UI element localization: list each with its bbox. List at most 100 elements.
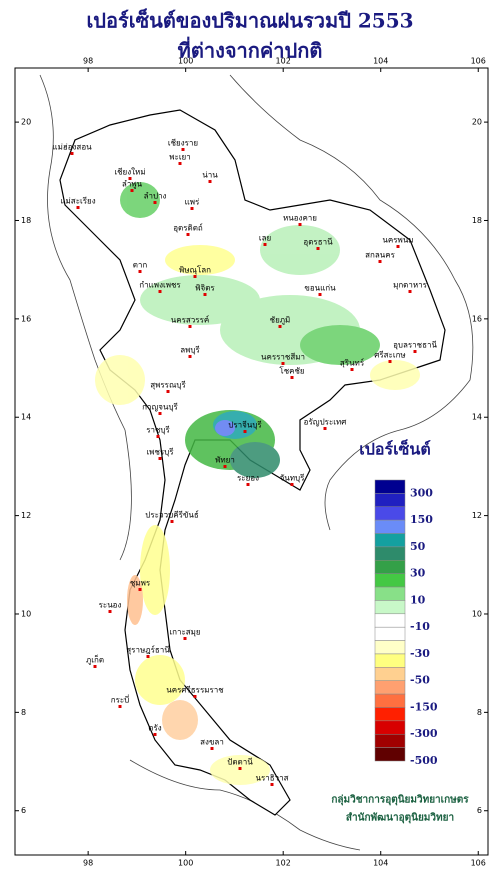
- station-dot: [408, 290, 412, 293]
- y-tick-label: 8: [477, 708, 482, 717]
- station-dot: [246, 483, 250, 486]
- shade-area: [127, 575, 143, 625]
- y-tick-label: 16: [472, 314, 482, 323]
- place-label: พิจิตร: [195, 284, 215, 293]
- station-dot: [138, 270, 142, 273]
- station-dot: [153, 201, 157, 204]
- place-label: แม่ฮ่องสอน: [52, 143, 92, 152]
- shade-area: [140, 525, 170, 615]
- legend-label: 150: [410, 513, 433, 526]
- legend-swatch: [374, 573, 406, 588]
- place-label: นครพนม: [382, 236, 413, 245]
- place-label: ประจวบคีรีขันธ์: [145, 510, 199, 520]
- place-label: พัทยา: [215, 456, 235, 465]
- station-dot: [193, 695, 197, 698]
- place-label: กำแพงเพชร: [139, 281, 181, 290]
- legend-swatch: [374, 586, 406, 601]
- station-dot: [270, 783, 274, 786]
- legend-swatch: [374, 653, 406, 668]
- place-label: เลย: [259, 234, 271, 243]
- station-dot: [158, 412, 162, 415]
- legend-swatch: [374, 640, 406, 655]
- station-dot: [158, 290, 162, 293]
- legend-label: 30: [410, 567, 426, 580]
- x-tick-label: 104: [373, 57, 388, 66]
- shade-area: [140, 275, 260, 325]
- legend-title: เปอร์เซ็นต์: [359, 438, 430, 459]
- x-tick-label: 98: [83, 859, 93, 868]
- place-label: ลำพูน: [122, 180, 143, 190]
- y-tick-label: 12: [21, 511, 31, 520]
- title-line: ที่ต่างจากค่าปกติ: [178, 36, 323, 63]
- place-label: จันทบุรี: [280, 474, 306, 483]
- legend-swatch: [374, 560, 406, 574]
- y-tick-label: 18: [21, 216, 31, 225]
- rain-shading: [95, 182, 420, 785]
- legend-swatch: [374, 733, 406, 748]
- credit: กลุ่มวิชาการอุตุนิยมวิทยาเกษตร: [331, 794, 469, 806]
- x-tick-label: 106: [471, 57, 486, 66]
- place-label: สกลนคร: [365, 251, 395, 260]
- legend-swatch: [374, 667, 406, 681]
- legend-label: -50: [410, 674, 430, 687]
- place-label: สงขลา: [200, 738, 224, 747]
- place-label: อุตรดิตถ์: [173, 223, 203, 233]
- y-tick-label: 8: [21, 708, 26, 717]
- y-tick-label: 6: [21, 806, 26, 815]
- place-label: นครสวรรค์: [171, 315, 209, 325]
- station-dot: [290, 483, 294, 486]
- station-dot: [130, 189, 134, 192]
- y-tick-label: 16: [21, 314, 31, 323]
- station-dot: [378, 260, 382, 263]
- legend-label: -300: [410, 727, 438, 740]
- y-tick-label: 12: [472, 511, 482, 520]
- station-dot: [188, 325, 192, 328]
- legend-swatch: [374, 626, 406, 641]
- legend-swatch: [374, 680, 406, 695]
- place-label: เกาะสมุย: [169, 628, 200, 637]
- place-label: ลพบุรี: [180, 346, 200, 355]
- shade-area: [165, 245, 235, 275]
- y-tick-label: 10: [21, 609, 31, 618]
- station-dot: [210, 747, 214, 750]
- station-dot: [153, 733, 157, 736]
- station-dot: [243, 430, 247, 433]
- station-dot: [188, 355, 192, 358]
- legend-swatch: [374, 479, 406, 494]
- station-dot: [183, 637, 187, 640]
- legend-label: -150: [410, 700, 438, 713]
- station-dot: [316, 247, 320, 250]
- place-label: พิษณุโลก: [179, 265, 211, 275]
- station-dot: [166, 390, 170, 393]
- shade-area: [95, 355, 145, 405]
- station-dot: [118, 705, 122, 708]
- station-dot: [223, 465, 227, 468]
- place-label: นครราชสีมา: [261, 353, 305, 362]
- place-label: เชียงราย: [168, 139, 198, 148]
- place-label: ลำปาง: [144, 192, 167, 201]
- place-label: ตรัง: [148, 724, 161, 733]
- y-tick-label: 10: [472, 609, 482, 618]
- place-label: สุรินทร์: [340, 358, 365, 368]
- place-label: ภูเก็ต: [86, 655, 104, 666]
- station-dot: [158, 457, 162, 460]
- legend-swatch: [374, 519, 406, 534]
- credit: สำนักพัฒนาอุตุนิยมวิทยา: [346, 812, 454, 824]
- station-dot: [281, 362, 285, 365]
- x-tick-label: 104: [373, 859, 388, 868]
- station-dot: [128, 177, 132, 180]
- shade-area: [230, 442, 280, 478]
- shade-area: [120, 182, 160, 218]
- legend-label: -30: [410, 647, 430, 660]
- station-dot: [181, 148, 185, 151]
- place-label: ชัยภูมิ: [270, 316, 291, 326]
- place-label: อุบลราชธานี: [393, 341, 437, 350]
- place-label: ระนอง: [99, 601, 122, 610]
- legend-label: -10: [410, 620, 430, 633]
- y-tick-label: 14: [472, 413, 482, 422]
- y-tick-label: 14: [21, 413, 31, 422]
- place-label: อรัญประเทศ: [304, 418, 347, 427]
- shade-area: [215, 420, 235, 436]
- station-dot: [208, 180, 212, 183]
